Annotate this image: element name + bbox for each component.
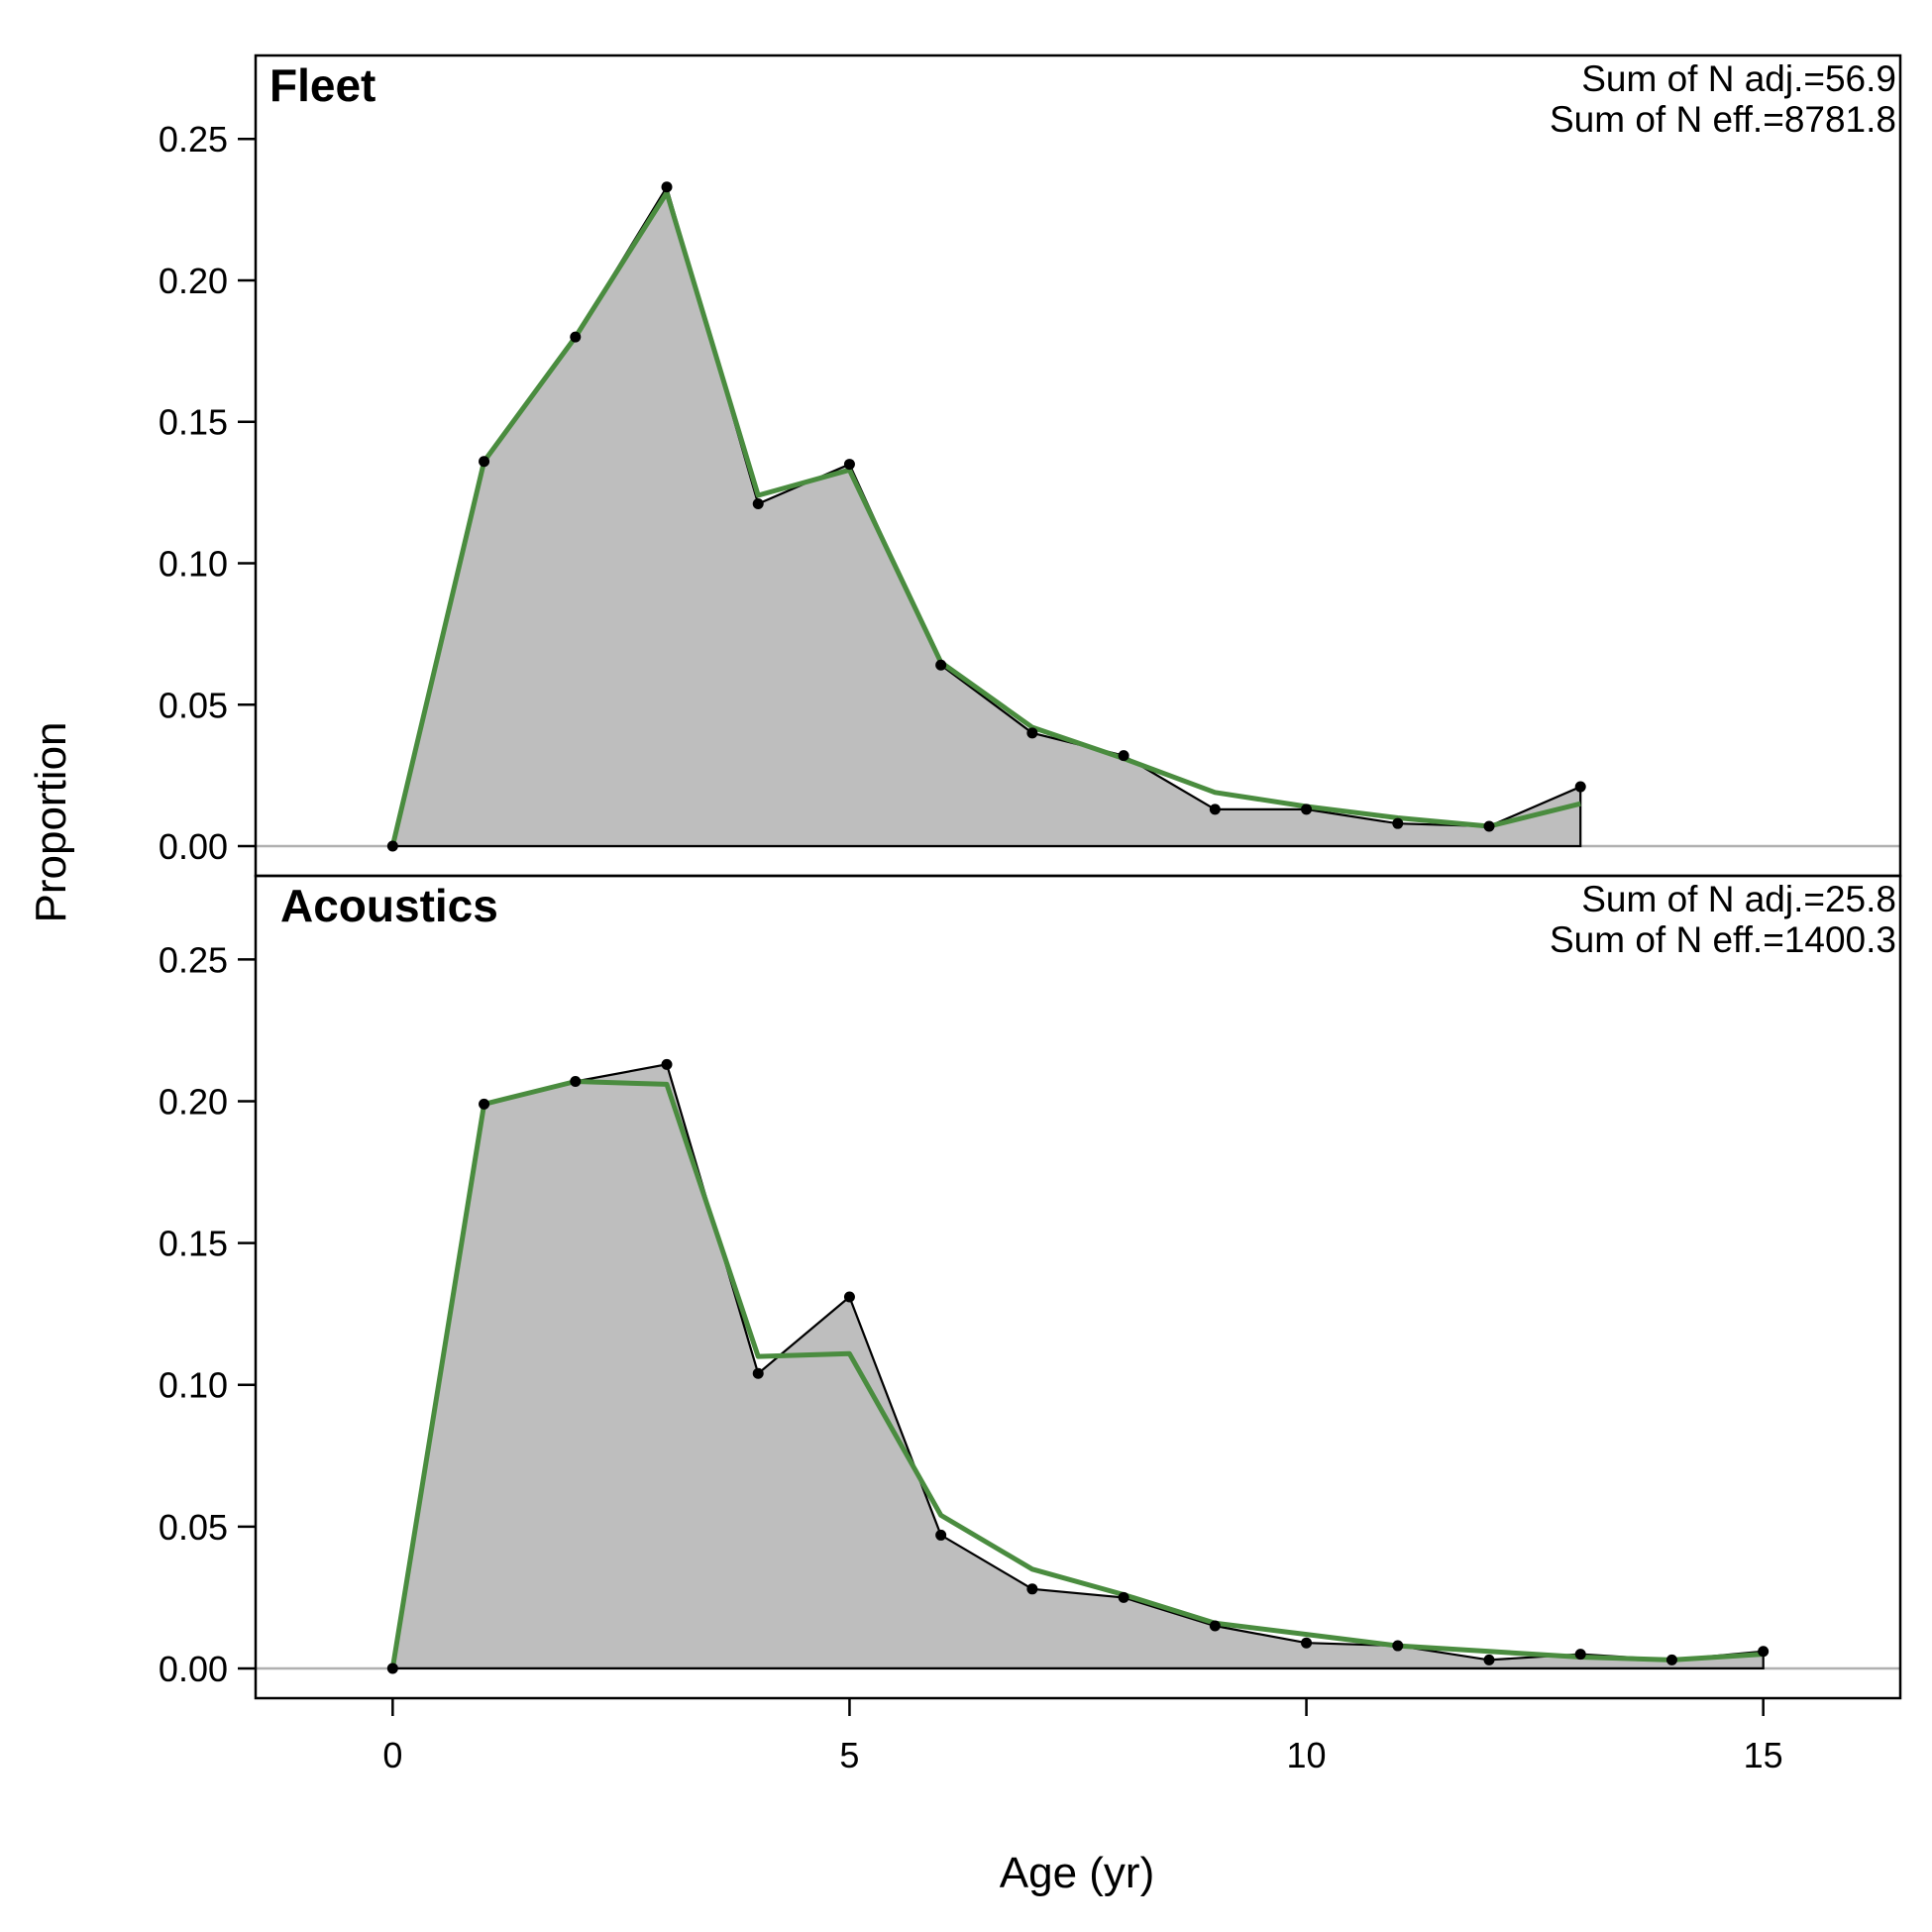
- y-tick-label: 0.10: [159, 544, 228, 585]
- observed-point: [1209, 1620, 1221, 1632]
- observed-point: [1026, 1583, 1038, 1595]
- observed-point: [1392, 817, 1404, 829]
- panel-note: Sum of N eff.=1400.3: [1550, 919, 1896, 960]
- x-tick-label: 5: [839, 1735, 859, 1775]
- panel-note: Sum of N adj.=25.8: [1581, 879, 1896, 919]
- observed-point: [1301, 804, 1313, 815]
- observed-point: [386, 1663, 398, 1674]
- observed-point: [1574, 781, 1586, 793]
- y-tick-label: 0.10: [159, 1365, 228, 1406]
- x-tick-label: 10: [1287, 1735, 1327, 1775]
- observed-point: [570, 331, 582, 343]
- observed-point: [752, 1367, 764, 1379]
- observed-point: [661, 1058, 673, 1070]
- y-axis-title: Proportion: [27, 721, 75, 922]
- panel-acoustics: 0.00 0.05 0.10 0.15 0.20 0.25 Acoustics Sum of …: [159, 874, 1902, 1700]
- panels-layer: 0.00 0.05 0.10 0.15 0.20 0.25 Fleet Sum of N ad…: [159, 54, 1902, 1700]
- observed-point: [570, 1076, 582, 1087]
- panel-note: Sum of N adj.=56.9: [1581, 58, 1896, 99]
- expected-line: [389, 190, 1581, 847]
- observed-point: [1118, 750, 1129, 762]
- observed-point: [386, 840, 398, 852]
- panel-note: Sum of N eff.=8781.8: [1550, 99, 1896, 140]
- observed-point: [935, 1529, 947, 1541]
- y-tick-label: 0.25: [159, 119, 228, 160]
- y-tick-label: 0.20: [159, 1082, 228, 1123]
- y-tick-label: 0.15: [159, 402, 228, 443]
- observed-point: [479, 1098, 490, 1110]
- expected-line: [389, 1079, 1764, 1669]
- panel-title: Acoustics: [280, 880, 498, 931]
- x-axis: 0 5 10 15: [382, 1698, 1783, 1775]
- observed-point: [1026, 727, 1038, 739]
- x-tick-label: 15: [1744, 1735, 1783, 1775]
- y-tick-label: 0.05: [159, 685, 228, 725]
- y-tick-label: 0.15: [159, 1224, 228, 1264]
- y-tick-label: 0.00: [159, 826, 228, 867]
- observed-point: [1665, 1654, 1677, 1665]
- observed-point: [479, 456, 490, 468]
- observed-point: [661, 181, 673, 193]
- observed-point: [1758, 1646, 1770, 1658]
- y-tick-label: 0.20: [159, 261, 228, 301]
- observed-point: [1118, 1591, 1129, 1603]
- observed-point: [843, 459, 855, 471]
- x-tick-label: 0: [382, 1735, 402, 1775]
- observed-point: [843, 1291, 855, 1303]
- observed-point: [935, 659, 947, 671]
- panel-frame: [254, 874, 1902, 1700]
- panel-title: Fleet: [269, 59, 376, 111]
- y-tick-label: 0.25: [159, 939, 228, 980]
- observed-point: [1301, 1637, 1313, 1649]
- observed-point: [752, 498, 764, 510]
- y-tick-label: 0.05: [159, 1507, 228, 1548]
- panel-fleet: 0.00 0.05 0.10 0.15 0.20 0.25 Fleet Sum of N ad…: [159, 54, 1902, 878]
- observed-point: [1483, 1654, 1495, 1665]
- observed-point: [1574, 1649, 1586, 1661]
- x-axis-title: Age (yr): [1000, 1849, 1154, 1897]
- observed-point: [1209, 804, 1221, 815]
- observed-point: [1392, 1640, 1404, 1652]
- observed-point: [1483, 820, 1495, 832]
- y-tick-label: 0.00: [159, 1649, 228, 1689]
